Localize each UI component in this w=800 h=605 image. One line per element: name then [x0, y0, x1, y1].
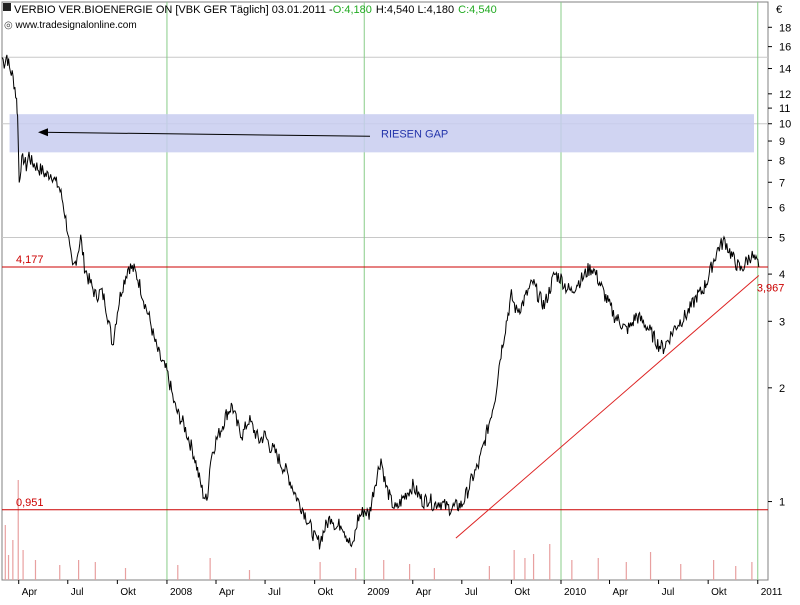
x-tick-label: 2011: [761, 587, 783, 598]
x-tick-label: Okt: [120, 587, 136, 598]
x-tick-label: 2009: [367, 587, 390, 598]
y-tick-label: 2: [779, 383, 785, 395]
volume-bars: [4, 480, 753, 580]
y-tick-label: 1: [779, 497, 785, 509]
trend-end-label: 3,967: [757, 282, 785, 294]
header-marker: [3, 3, 11, 11]
volume-bar: [248, 570, 251, 580]
y-tick-label: 6: [779, 203, 785, 215]
arrow-shaft: [41, 131, 371, 137]
x-tick-label: Okt: [711, 587, 727, 598]
y-tick-label: 7: [779, 177, 785, 189]
volume-bar: [649, 552, 652, 580]
volume-bar: [22, 550, 24, 580]
horizontal-lines: [2, 266, 768, 511]
x-tick-label: Jul: [465, 587, 478, 598]
volume-bar: [59, 565, 61, 580]
volume-bar: [34, 560, 37, 580]
y-tick-label: 4: [779, 269, 785, 281]
volume-bar: [383, 560, 385, 580]
volume-bar: [571, 560, 573, 580]
volume-bar: [524, 558, 526, 580]
y-tick-label: 12: [779, 89, 791, 101]
volume-bar: [488, 566, 490, 580]
volume-bar: [433, 568, 435, 580]
volume-bar: [209, 558, 211, 580]
volume-bar: [94, 562, 96, 580]
x-tick-label: 2008: [170, 587, 193, 598]
header-high-low: H:4,540 L:4,180: [376, 4, 454, 16]
source-url: www.tradesignalonline.com: [15, 20, 137, 31]
x-tick-label: Apr: [416, 587, 432, 598]
volume-bar: [78, 560, 80, 580]
y-tick-label: 11: [779, 103, 790, 115]
x-tick-label: Apr: [613, 587, 629, 598]
x-tick-label: Apr: [219, 587, 235, 598]
volume-bar: [408, 564, 411, 580]
y-tick-label: 5: [779, 232, 785, 244]
header-text: VERBIO VER.BIOENERGIE ON [VBK GER Täglic…: [14, 4, 497, 16]
volume-bar: [597, 558, 599, 580]
x-axis: Apr Jul Okt 2008 Apr Jul Okt 2009 Apr Jul Okt 2010 A…: [18, 580, 783, 598]
chart-header: VERBIO VER.BIOENERGIE ON [VBK GER Täglic…: [3, 3, 782, 31]
volume-bar: [680, 564, 682, 580]
volume-bar: [713, 560, 715, 580]
level-low-label: 0,951: [16, 497, 44, 509]
y-tick-label: 9: [779, 136, 785, 148]
header-open: O:4,180: [333, 4, 372, 16]
header-title: VERBIO VER.BIOENERGIE ON [VBK GER Täglic…: [14, 4, 333, 16]
y-tick-label: 3: [779, 316, 785, 328]
x-tick-label: Jul: [268, 587, 281, 598]
x-tick-label: Okt: [514, 587, 530, 598]
volume-bar: [319, 562, 321, 580]
volume-bar: [751, 562, 753, 580]
volume-bar: [17, 480, 19, 580]
trendline: [455, 275, 760, 539]
price-series: [1, 54, 760, 550]
volume-bar: [532, 554, 535, 580]
volume-bar: [355, 568, 357, 580]
gap-arrow: [38, 128, 371, 137]
volume-bar: [7, 555, 10, 580]
y-tick-label: 16: [779, 42, 791, 54]
x-tick-label: Okt: [318, 587, 334, 598]
volume-bar: [4, 525, 6, 580]
currency-symbol: €: [776, 4, 782, 16]
volume-bar: [177, 565, 179, 580]
y-tick-label: 10: [779, 119, 791, 131]
y-tick-label: 14: [779, 64, 791, 76]
level-high-label: 4,177: [16, 254, 44, 266]
volume-bar: [549, 544, 551, 580]
gap-label: RIESEN GAP: [381, 128, 448, 140]
volume-bar: [735, 566, 737, 580]
volume-bar: [124, 568, 127, 580]
y-tick-label: 8: [779, 155, 785, 167]
volume-bar: [12, 540, 14, 580]
arrow-head: [38, 128, 48, 137]
source-icon: ◎: [4, 20, 16, 31]
x-tick-label: 2010: [564, 587, 587, 598]
x-tick-label: Apr: [22, 587, 38, 598]
source-text: ◎ www.tradesignalonline.com: [4, 20, 137, 31]
y-tick-label: 18: [779, 22, 791, 34]
price-line: [1, 54, 760, 550]
header-close: C:4,540: [458, 4, 497, 16]
x-tick-label: Jul: [662, 587, 675, 598]
volume-bar: [625, 562, 627, 580]
x-tick-label: Jul: [71, 587, 84, 598]
volume-bar: [513, 550, 515, 580]
trend-line: [455, 275, 760, 539]
